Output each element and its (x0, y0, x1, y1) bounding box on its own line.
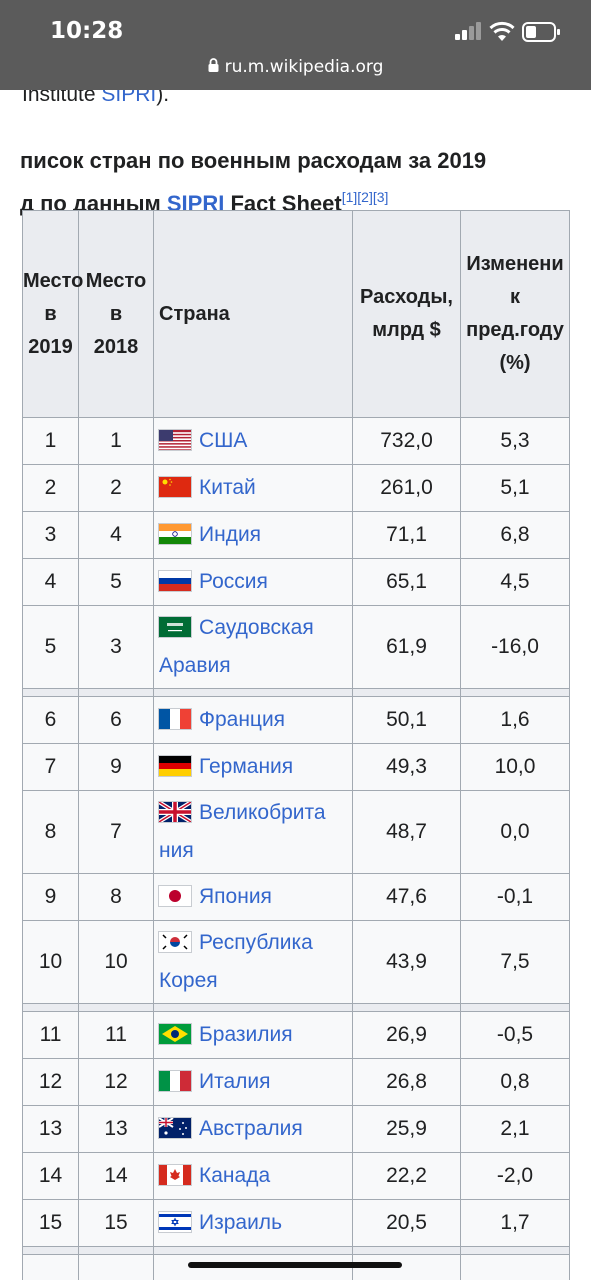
country-link-usa[interactable]: США (199, 429, 248, 452)
country-link-brazil[interactable]: Бразилия (199, 1023, 293, 1046)
sipri-link[interactable]: SIPRI (101, 90, 157, 106)
header-spending[interactable]: Расходы, млрд $ (352, 210, 461, 418)
russia-flag-icon (159, 571, 191, 591)
table-row: 12 12 Италия 26,8 0,8 (22, 1058, 570, 1106)
india-flag-icon (159, 524, 191, 544)
table-row: 13 13 Австралия 25,9 2,1 (22, 1105, 570, 1153)
country-link-israel[interactable]: Израиль (199, 1211, 283, 1234)
status-bar: 10:28 ru.m.wikipedia.org (0, 0, 591, 90)
usa-flag-icon (159, 430, 191, 450)
israel-flag-icon (159, 1212, 191, 1232)
china-flag-icon (159, 477, 191, 497)
header-row: Место в 2019 Место в 2018 Страна Расходы, млр… (22, 210, 570, 418)
wifi-icon (489, 21, 515, 41)
country-link-india[interactable]: Индия (199, 523, 262, 546)
australia-flag-icon (159, 1118, 191, 1138)
group-separator (22, 1246, 570, 1255)
group-separator (22, 688, 570, 697)
germany-flag-icon (159, 756, 191, 776)
military-spending-table: Место в 2019 Место в 2018 Страна Расходы, млр… (22, 210, 570, 1280)
intro-text: Institute SIPRI). (22, 90, 169, 107)
table-row: 14 14 Канада 22,2 -2,0 (22, 1152, 570, 1200)
country-link-france[interactable]: Франция (199, 708, 286, 731)
ref-link[interactable]: [2] (357, 189, 373, 205)
status-time: 10:28 (50, 18, 124, 44)
south-korea-flag-icon (159, 932, 191, 952)
country-link-saudi-arabia[interactable]: Саудовская Аравия (159, 616, 314, 677)
header-rank-2019[interactable]: Место в 2019 (22, 210, 83, 418)
signal-icon (455, 22, 481, 40)
country-link-uk[interactable]: Великобрита ния (159, 801, 326, 862)
country-link-canada[interactable]: Канада (199, 1164, 271, 1187)
country-link-south-korea[interactable]: Республика Корея (159, 931, 313, 992)
ref-link[interactable]: [3] (372, 189, 389, 205)
france-flag-icon (159, 709, 191, 729)
header-change[interactable]: Изменени к пред.году (%) (460, 210, 570, 418)
lock-icon (208, 58, 219, 72)
country-link-australia[interactable]: Австралия (199, 1117, 303, 1140)
brazil-flag-icon (159, 1024, 191, 1044)
country-link-china[interactable]: Китай (199, 476, 256, 499)
article-content: Institute SIPRI). писок стран по военным… (0, 90, 591, 1280)
battery-icon (522, 22, 560, 42)
country-link-germany[interactable]: Германия (199, 755, 294, 778)
ref-link[interactable]: [1] (341, 189, 358, 205)
header-rank-2018[interactable]: Место в 2018 (78, 210, 154, 418)
table-row: 15 15 Израиль 20,5 1,7 (22, 1199, 570, 1247)
country-link-japan[interactable]: Япония (199, 885, 272, 908)
table-row: 11 11 Бразилия 26,9 -0,5 (22, 1011, 570, 1059)
url-text: ru.m.wikipedia.org (224, 57, 384, 77)
group-separator (22, 1003, 570, 1012)
address-bar[interactable]: ru.m.wikipedia.org (0, 57, 591, 77)
italy-flag-icon (159, 1071, 191, 1091)
uk-flag-icon (159, 802, 191, 822)
canada-flag-icon (159, 1165, 191, 1185)
country-link-italy[interactable]: Италия (199, 1070, 271, 1093)
header-country[interactable]: Страна (153, 210, 353, 418)
country-link-russia[interactable]: Россия (199, 570, 268, 593)
saudi-arabia-flag-icon (159, 617, 191, 637)
japan-flag-icon (159, 886, 191, 906)
table-row: 10 10 Республика Корея 43,9 7,5 (22, 920, 570, 1004)
home-indicator[interactable] (188, 1262, 402, 1268)
